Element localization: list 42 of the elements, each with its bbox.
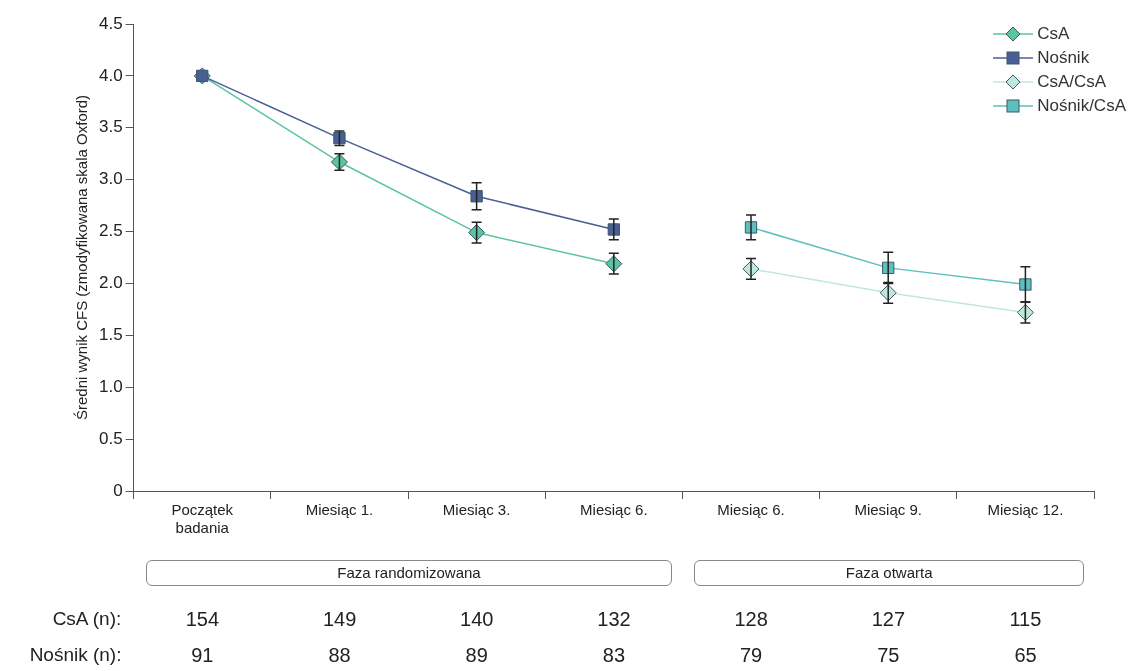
text: 79 [740,644,763,667]
text: 154 [185,608,220,631]
text: CsA (n): [52,608,122,630]
text: 149 [322,608,357,631]
text: 115 [1009,608,1042,631]
text: Faza randomizowana [145,560,673,586]
text: 83 [602,644,626,667]
x-tick-label: Miesiąc 3. [442,501,511,519]
x-tick-label: Miesiąc 6. [717,501,785,519]
text: 75 [877,644,900,667]
legend-label: Nośnik [1037,48,1090,68]
text: Nośnik (n): [29,644,122,666]
y-tick-label: 2.0 [98,273,123,293]
y-tick-label: 3.0 [98,169,123,189]
y-tick-label: 4.0 [98,65,123,85]
x-tick-label: Miesiąc 6. [580,501,648,519]
legend-label: CsA/CsA [1037,72,1107,92]
y-tick-label: 2.5 [98,221,123,241]
y-tick-label: 0.5 [98,428,123,448]
y-tick-label: 1.0 [98,376,123,396]
x-tick-label: Początek badania [171,501,234,537]
x-tick-label: Miesiąc 12. [987,501,1064,519]
point [470,190,483,203]
y-tick-label: 0 [113,480,123,500]
y-tick-label: 1.5 [98,325,123,345]
x-tick-label: Miesiąc 1. [305,501,374,519]
text: 127 [871,608,906,631]
text: 88 [328,644,351,667]
text: 128 [734,608,768,631]
text: Faza otwarta [694,560,1084,586]
y-axis-title: Średni wynik CFS (zmodyfikowana skala Oxford) [73,94,91,421]
legend-label: CsA [1037,24,1070,44]
text: 89 [465,644,488,667]
text: 91 [191,644,214,667]
y-tick-label: 3.5 [98,117,123,137]
x-tick-label: Miesiąc 9. [854,501,922,519]
y-tick-label: 4.5 [98,13,123,33]
text: 140 [460,608,494,631]
point [1019,278,1032,291]
text: 65 [1014,644,1037,667]
text: 132 [597,608,631,631]
legend-label: Nośnik/CsA [1037,96,1126,116]
